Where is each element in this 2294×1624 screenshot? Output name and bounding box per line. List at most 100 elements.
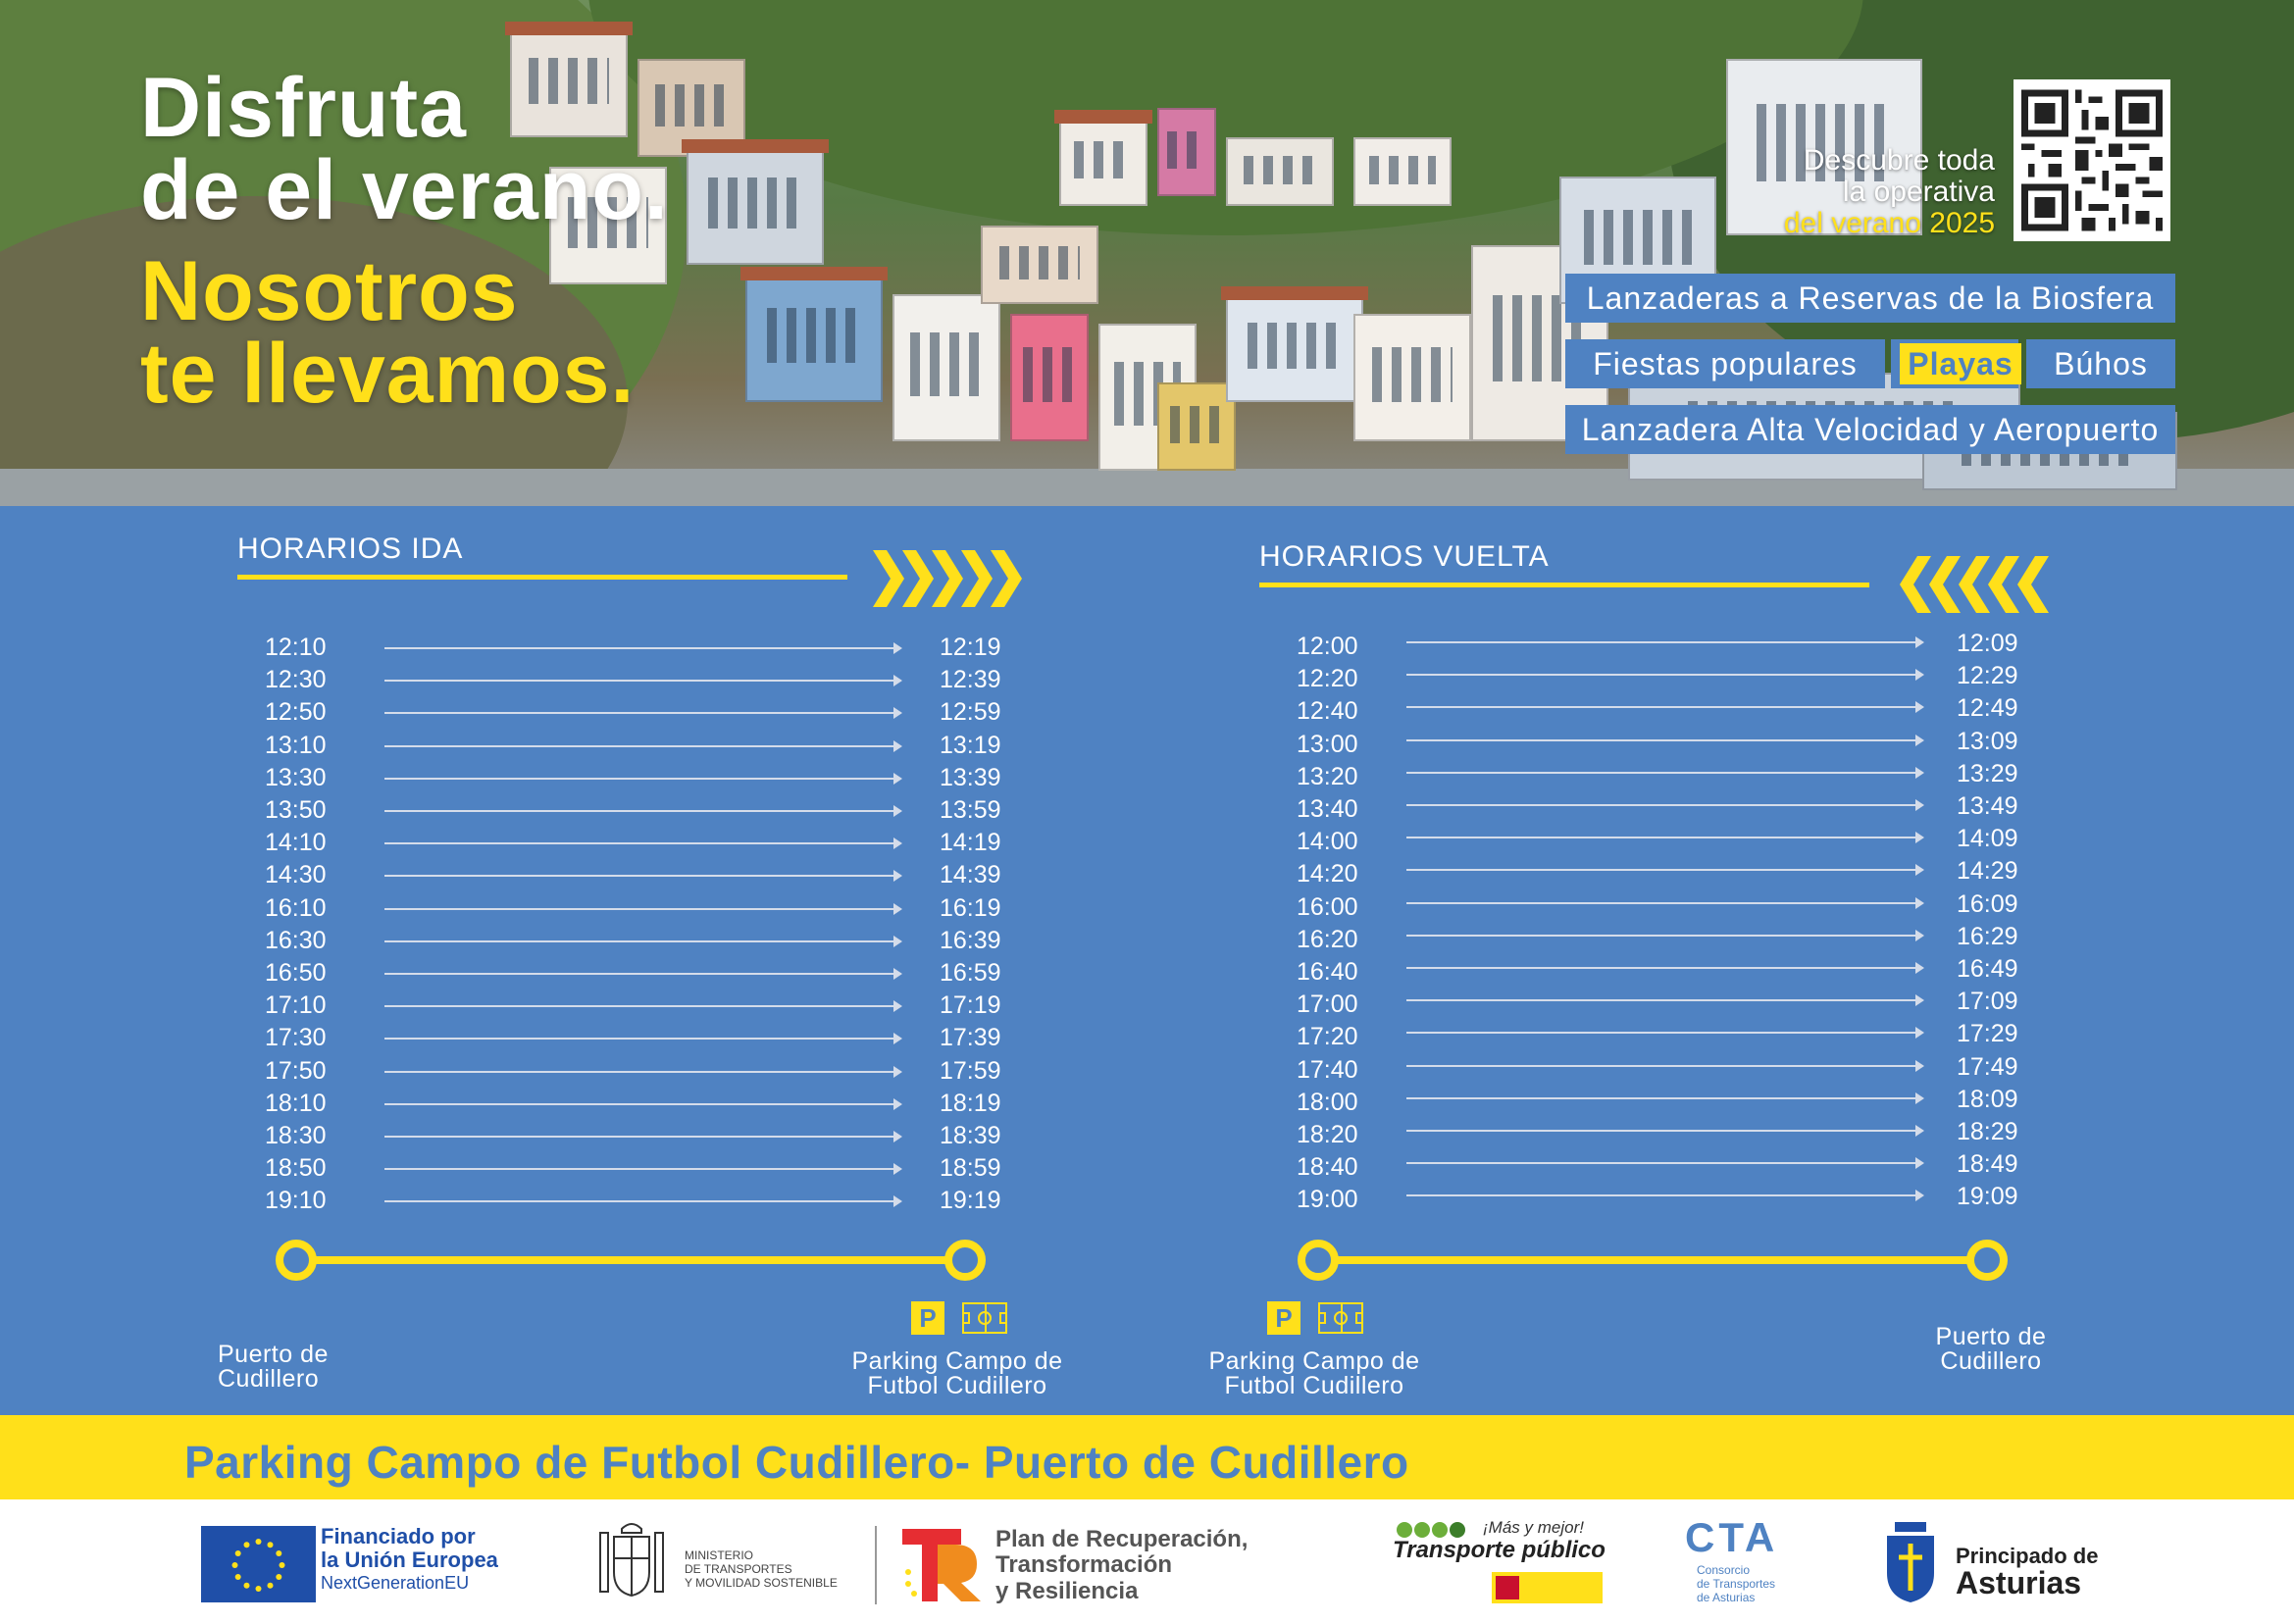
departure-time: 18:30 [265, 1122, 327, 1149]
cta-line-2: de Transportes [1697, 1576, 1776, 1591]
eu-flag-icon [201, 1526, 316, 1602]
arrival-time: 14:19 [940, 829, 1001, 857]
arrow-right-icon [384, 642, 902, 654]
vuelta-destination-label: Puerto de Cudillero [1935, 1323, 2047, 1375]
departure-time: 16:40 [1297, 958, 1358, 986]
departure-time: 12:30 [265, 666, 327, 694]
asturias-shield-icon [1887, 1522, 1934, 1602]
logo-divider [875, 1526, 877, 1604]
departure-time: 14:20 [1297, 860, 1358, 888]
arrow-right-icon [1406, 1027, 1924, 1040]
ministerio-line-2: DE TRANSPORTES [685, 1561, 792, 1576]
arrival-time: 18:39 [940, 1122, 1001, 1149]
departure-time: 16:30 [265, 926, 327, 954]
football-field-icon [1318, 1302, 1363, 1334]
departure-time: 16:00 [1297, 892, 1358, 921]
vuelta-title: HORARIOS VUELTA [1259, 540, 1550, 573]
qr-code-icon [2021, 89, 2163, 231]
eu-funding-text: Financiado por la Unión Europea NextGene… [321, 1524, 498, 1594]
departure-time: 12:40 [1297, 697, 1358, 726]
menu-biosfera[interactable]: Lanzaderas a Reservas de la Biosfera [1565, 274, 2175, 323]
arrival-time: 16:49 [1957, 955, 2018, 983]
arrow-right-icon [1406, 766, 1924, 779]
arrival-time: 17:49 [1957, 1052, 2018, 1081]
transporte-publico-title: Transporte público [1393, 1537, 1606, 1563]
arrow-right-icon [384, 870, 902, 883]
discover-text: Descubre toda la operativa del verano 20… [1784, 145, 1995, 238]
arrow-right-icon [384, 1097, 902, 1110]
arrow-right-icon [1406, 962, 1924, 974]
arrival-time: 13:49 [1957, 792, 2018, 820]
transport-mode-icons [1397, 1522, 1465, 1538]
menu-playas[interactable]: Playas [1900, 343, 2021, 384]
menu-fiestas[interactable]: Fiestas populares [1565, 339, 1885, 388]
ministerio-text: MINISTERIO DE TRANSPORTES Y MOVILIDAD SO… [685, 1548, 838, 1590]
headline-line-4: te llevamos. [140, 326, 636, 421]
arrival-time: 18:59 [940, 1154, 1001, 1183]
arrival-time: 16:39 [940, 926, 1001, 954]
ida-destination-label: Parking Campo de Futbol Cudillero [851, 1347, 1063, 1399]
spain-coat-of-arms-icon [599, 1523, 664, 1598]
eu-line-1: Financiado por [321, 1524, 476, 1548]
vuelta-route-line [1318, 1256, 1987, 1264]
headline-line-3: Nosotros [140, 243, 519, 338]
vuelta-destination-node [1966, 1240, 2008, 1281]
departure-time: 14:10 [265, 829, 327, 857]
vuelta-title-underline [1259, 583, 1869, 587]
arrow-right-icon [384, 1131, 902, 1142]
arrival-time: 17:59 [940, 1056, 1001, 1085]
arrival-time: 12:09 [1957, 630, 2018, 657]
departure-time: 14:00 [1297, 828, 1358, 856]
departure-time: 18:50 [265, 1154, 327, 1183]
cta-line-1: Consorcio [1697, 1563, 1751, 1577]
backward-chevrons-icon [1900, 556, 2049, 613]
arrival-time: 18:09 [1957, 1085, 2018, 1113]
arrival-time: 17:29 [1957, 1020, 2018, 1048]
departure-time: 18:40 [1297, 1153, 1358, 1182]
arrival-time: 16:59 [940, 959, 1001, 987]
ministerio-line-3: Y MOVILIDAD SOSTENIBLE [685, 1575, 838, 1590]
arrival-time: 14:39 [940, 861, 1001, 889]
principado-line-1: Principado de [1956, 1544, 2099, 1568]
arrow-right-icon [384, 902, 902, 915]
ida-title: HORARIOS IDA [237, 533, 464, 565]
arrival-time: 16:19 [940, 893, 1001, 922]
departure-time: 19:10 [265, 1187, 327, 1215]
parking-icon: P [1267, 1301, 1300, 1335]
arrival-time: 17:19 [940, 991, 1001, 1020]
arrow-right-icon [1406, 1091, 1924, 1104]
headline-line-2: de el verano. [140, 143, 669, 238]
departure-time: 17:10 [265, 991, 327, 1020]
plan-line-1: Plan de Recuperación, [995, 1526, 1249, 1552]
vuelta-origin-label: Parking Campo de Futbol Cudillero [1208, 1347, 1420, 1399]
ida-origin-node [276, 1240, 317, 1281]
ida-route-line [296, 1256, 965, 1264]
departure-time: 12:00 [1297, 633, 1358, 660]
qr-code[interactable] [2014, 79, 2170, 241]
cta-line-3: de Asturias [1697, 1590, 1756, 1604]
headline: Disfruta de el verano. Nosotros te lleva… [140, 66, 669, 421]
departure-time: 16:20 [1297, 925, 1358, 953]
arrival-time: 13:19 [940, 731, 1001, 759]
forward-chevrons-icon [873, 550, 1022, 607]
menu-buhos[interactable]: Búhos [2026, 339, 2175, 388]
arrival-time: 12:49 [1957, 694, 2018, 723]
arrival-time: 14:09 [1957, 825, 2018, 853]
arrow-right-icon [384, 707, 902, 720]
arrival-time: 18:29 [1957, 1118, 2018, 1145]
arrow-right-icon [1406, 701, 1924, 714]
departure-time: 17:50 [265, 1056, 327, 1085]
departure-time: 16:50 [265, 959, 327, 987]
menu-alta-velocidad[interactable]: Lanzadera Alta Velocidad y Aeropuerto [1565, 405, 2175, 454]
eu-line-3: NextGenerationEU [321, 1573, 470, 1594]
arrow-right-icon [1406, 1157, 1924, 1170]
arrival-time: 13:09 [1957, 727, 2018, 755]
arrow-right-icon [384, 935, 902, 947]
parking-icon: P [911, 1301, 944, 1335]
ministerio-line-1: MINISTERIO [685, 1548, 754, 1562]
route-banner-text: Parking Campo de Futbol Cudillero- Puert… [184, 1437, 1409, 1488]
arrow-right-icon [1406, 832, 1924, 844]
discover-line-2: la operativa [1842, 175, 1995, 208]
departure-time: 13:50 [265, 796, 327, 824]
arrow-right-icon [1406, 1125, 1924, 1137]
